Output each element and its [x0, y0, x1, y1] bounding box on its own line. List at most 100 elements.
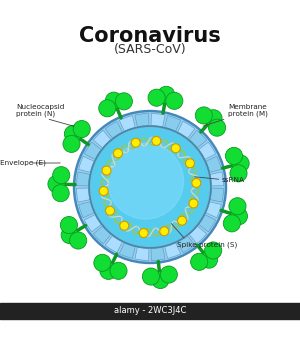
Polygon shape — [151, 114, 165, 127]
Polygon shape — [105, 236, 122, 252]
Circle shape — [210, 120, 223, 134]
Circle shape — [102, 166, 111, 175]
Circle shape — [195, 107, 212, 124]
Polygon shape — [210, 188, 224, 202]
Circle shape — [230, 200, 244, 214]
Circle shape — [111, 264, 124, 277]
Circle shape — [76, 113, 224, 261]
Circle shape — [61, 226, 78, 244]
Circle shape — [151, 91, 164, 104]
Polygon shape — [135, 114, 149, 127]
Text: Spike protein (S): Spike protein (S) — [177, 241, 237, 248]
Circle shape — [92, 128, 208, 245]
Circle shape — [225, 147, 242, 165]
Circle shape — [193, 255, 207, 268]
Circle shape — [99, 100, 116, 117]
Circle shape — [167, 94, 180, 107]
Polygon shape — [93, 130, 111, 148]
Polygon shape — [206, 156, 221, 172]
Circle shape — [142, 268, 160, 285]
Circle shape — [158, 86, 175, 103]
Circle shape — [101, 101, 115, 115]
Polygon shape — [119, 243, 135, 258]
Circle shape — [185, 159, 194, 168]
Circle shape — [189, 199, 198, 208]
Polygon shape — [165, 116, 181, 131]
Polygon shape — [199, 142, 216, 159]
Circle shape — [73, 121, 90, 138]
Polygon shape — [84, 215, 101, 232]
Circle shape — [152, 271, 169, 289]
Circle shape — [227, 150, 241, 164]
Circle shape — [166, 92, 183, 110]
Circle shape — [100, 262, 117, 280]
Circle shape — [205, 110, 222, 127]
Circle shape — [145, 270, 159, 283]
Text: alamy - 2WC3J4C: alamy - 2WC3J4C — [114, 306, 186, 315]
Circle shape — [120, 221, 129, 230]
Circle shape — [60, 217, 77, 234]
Polygon shape — [151, 247, 165, 261]
Circle shape — [52, 185, 69, 202]
Polygon shape — [178, 121, 195, 138]
Polygon shape — [79, 156, 94, 172]
Circle shape — [74, 123, 88, 137]
Polygon shape — [119, 116, 135, 131]
Circle shape — [74, 111, 226, 264]
Circle shape — [107, 143, 184, 219]
Circle shape — [160, 266, 177, 283]
Circle shape — [223, 215, 240, 232]
Circle shape — [225, 216, 239, 229]
Text: Envelope (E): Envelope (E) — [0, 160, 46, 166]
Polygon shape — [84, 142, 101, 159]
Circle shape — [55, 169, 68, 183]
Circle shape — [190, 253, 208, 270]
Circle shape — [105, 92, 122, 109]
Polygon shape — [76, 172, 90, 186]
Circle shape — [48, 175, 65, 193]
Polygon shape — [210, 172, 224, 186]
Text: (SARS-CoV): (SARS-CoV) — [114, 43, 186, 56]
Circle shape — [198, 109, 211, 123]
Circle shape — [53, 167, 70, 184]
Circle shape — [70, 232, 87, 249]
Circle shape — [160, 227, 169, 236]
Text: ssRNA: ssRNA — [222, 176, 245, 183]
Circle shape — [148, 89, 165, 106]
Polygon shape — [135, 247, 149, 261]
Circle shape — [178, 216, 187, 225]
Circle shape — [54, 186, 68, 199]
Circle shape — [232, 155, 249, 172]
Circle shape — [94, 254, 111, 271]
Text: Coronavirus: Coronavirus — [79, 26, 221, 47]
Circle shape — [161, 268, 175, 282]
Circle shape — [110, 262, 127, 280]
Circle shape — [229, 198, 246, 215]
Circle shape — [71, 233, 85, 246]
Circle shape — [96, 257, 110, 270]
Circle shape — [99, 187, 108, 196]
Text: Membrane
protein (M): Membrane protein (M) — [228, 104, 268, 117]
Polygon shape — [178, 236, 195, 252]
Circle shape — [63, 219, 76, 233]
Circle shape — [139, 228, 148, 238]
Polygon shape — [79, 202, 94, 218]
Circle shape — [206, 244, 219, 258]
Circle shape — [152, 137, 161, 145]
Circle shape — [200, 251, 218, 268]
Polygon shape — [165, 243, 181, 258]
Circle shape — [205, 242, 222, 259]
Circle shape — [230, 208, 248, 225]
Circle shape — [131, 138, 140, 147]
Circle shape — [63, 135, 80, 152]
Circle shape — [65, 137, 79, 150]
Circle shape — [64, 125, 82, 143]
Circle shape — [106, 206, 115, 215]
Circle shape — [115, 93, 132, 110]
Polygon shape — [93, 226, 111, 244]
Circle shape — [192, 178, 201, 188]
Circle shape — [171, 144, 180, 153]
Circle shape — [113, 149, 122, 158]
Circle shape — [89, 126, 211, 248]
Circle shape — [116, 95, 130, 108]
